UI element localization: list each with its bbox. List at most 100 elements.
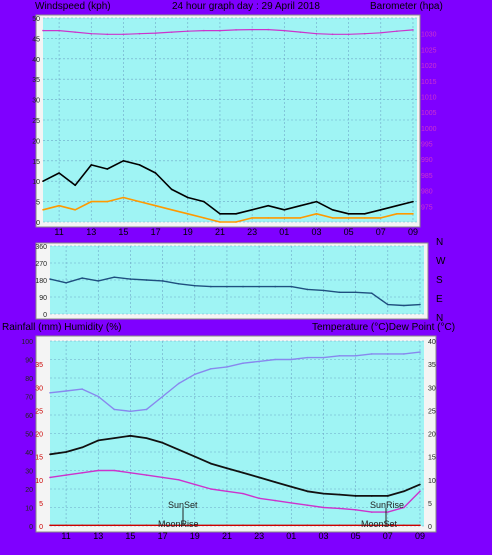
y2-tick-label: 985 [421,173,433,180]
y-tick-label: 50 [25,432,33,439]
series-point [129,524,132,527]
series-point [113,524,116,527]
x-tick-label: 07 [383,531,393,541]
series-point [177,282,180,285]
rain-tick-label: 15 [35,455,43,462]
series-point [258,524,260,527]
series-point [242,285,244,288]
series-point [412,200,414,203]
series-point [354,524,357,527]
series-point [380,217,382,219]
y-tick-label: 270 [35,261,47,268]
y-tick-label: 10 [32,179,40,186]
series-point [274,358,277,361]
x-tick-label: 09 [408,227,418,237]
rain-tick-label: 30 [35,385,43,392]
y2-tick-label: 1025 [421,47,437,54]
y-tick-label: 90 [25,358,33,365]
series-line [43,29,414,35]
y2-tick-label: 25 [428,408,436,415]
series-point [49,392,51,394]
series-point [177,478,180,481]
series-point [145,437,148,439]
series-point [322,492,325,495]
series-point [97,395,100,398]
series-point [42,208,44,211]
series-point [338,291,341,294]
series-point [363,213,366,215]
compass-w-label: W [436,256,446,267]
y-tick-label: 20 [25,487,33,494]
windspeed-tick-labels: 0 5 10 15 20 25 30 35 40 45 50 [32,16,40,227]
series-point [226,285,228,288]
series-point [363,217,366,219]
series-point [65,474,67,476]
series-point [49,278,51,280]
series-point [274,524,277,527]
series-point [322,506,325,509]
series-point [193,483,196,486]
series-point [145,474,148,476]
temperature-axis-title: Temperature (°C)Dew Point (°C) [312,322,455,333]
series-point [396,30,398,32]
series-point [58,172,60,174]
series-line [49,351,421,412]
series-point [81,277,83,279]
compass-n-label: N [436,313,443,324]
series-point [363,32,366,35]
panel-mid-series [49,276,421,307]
series-point [235,213,237,215]
series-point [113,469,116,472]
compass-s-label: S [436,275,443,286]
series-point [226,366,228,368]
y2-tick-label: 0 [428,524,432,531]
series-point [210,488,212,490]
series-point [193,284,196,287]
series-point [42,180,44,182]
compass-n-label: N [436,237,443,248]
series-point [49,476,51,479]
series-point [387,524,389,527]
series-point [370,524,373,527]
rain-humidity-axis-title: Rainfall (mm) Humidity (%) [2,322,121,333]
series-point [370,353,373,355]
series-point [299,31,302,33]
series-point [106,33,109,36]
series-point [299,217,302,219]
series-point [396,213,398,215]
x-tick-label: 01 [279,227,289,237]
series-point [226,524,228,527]
series-point [49,524,51,527]
y-tick-label: 0 [29,524,33,531]
series-point [186,196,189,199]
series-point [177,448,180,451]
y2-tick-label: 20 [428,432,436,439]
y2-tick-label: 975 [421,204,433,211]
series-point [338,493,341,496]
series-point [58,29,60,32]
series-point [81,472,83,474]
series-point [258,497,260,500]
rain-tick-label: 5 [39,501,43,508]
series-point [49,453,51,456]
series-point [138,32,141,35]
moonset-label: MoonSet [361,519,398,529]
series-point [290,485,293,488]
series-point [419,303,421,306]
series-point [274,285,277,288]
x-tick-label: 05 [351,531,361,541]
series-point [354,495,357,497]
rain-tick-label: 25 [35,408,43,415]
series-point [306,356,309,359]
x-tick-label: 01 [286,531,296,541]
x-tick-label: 17 [151,227,161,237]
series-point [322,524,325,527]
y2-tick-label: 15 [428,455,436,462]
series-point [154,204,157,207]
y2-tick-label: 1030 [421,32,437,39]
series-point [203,200,205,203]
rain-tick-label: 35 [35,362,43,369]
x-tick-label: 23 [254,531,264,541]
y2-tick-label: 1015 [421,79,437,86]
panel-top-plot [43,18,417,222]
